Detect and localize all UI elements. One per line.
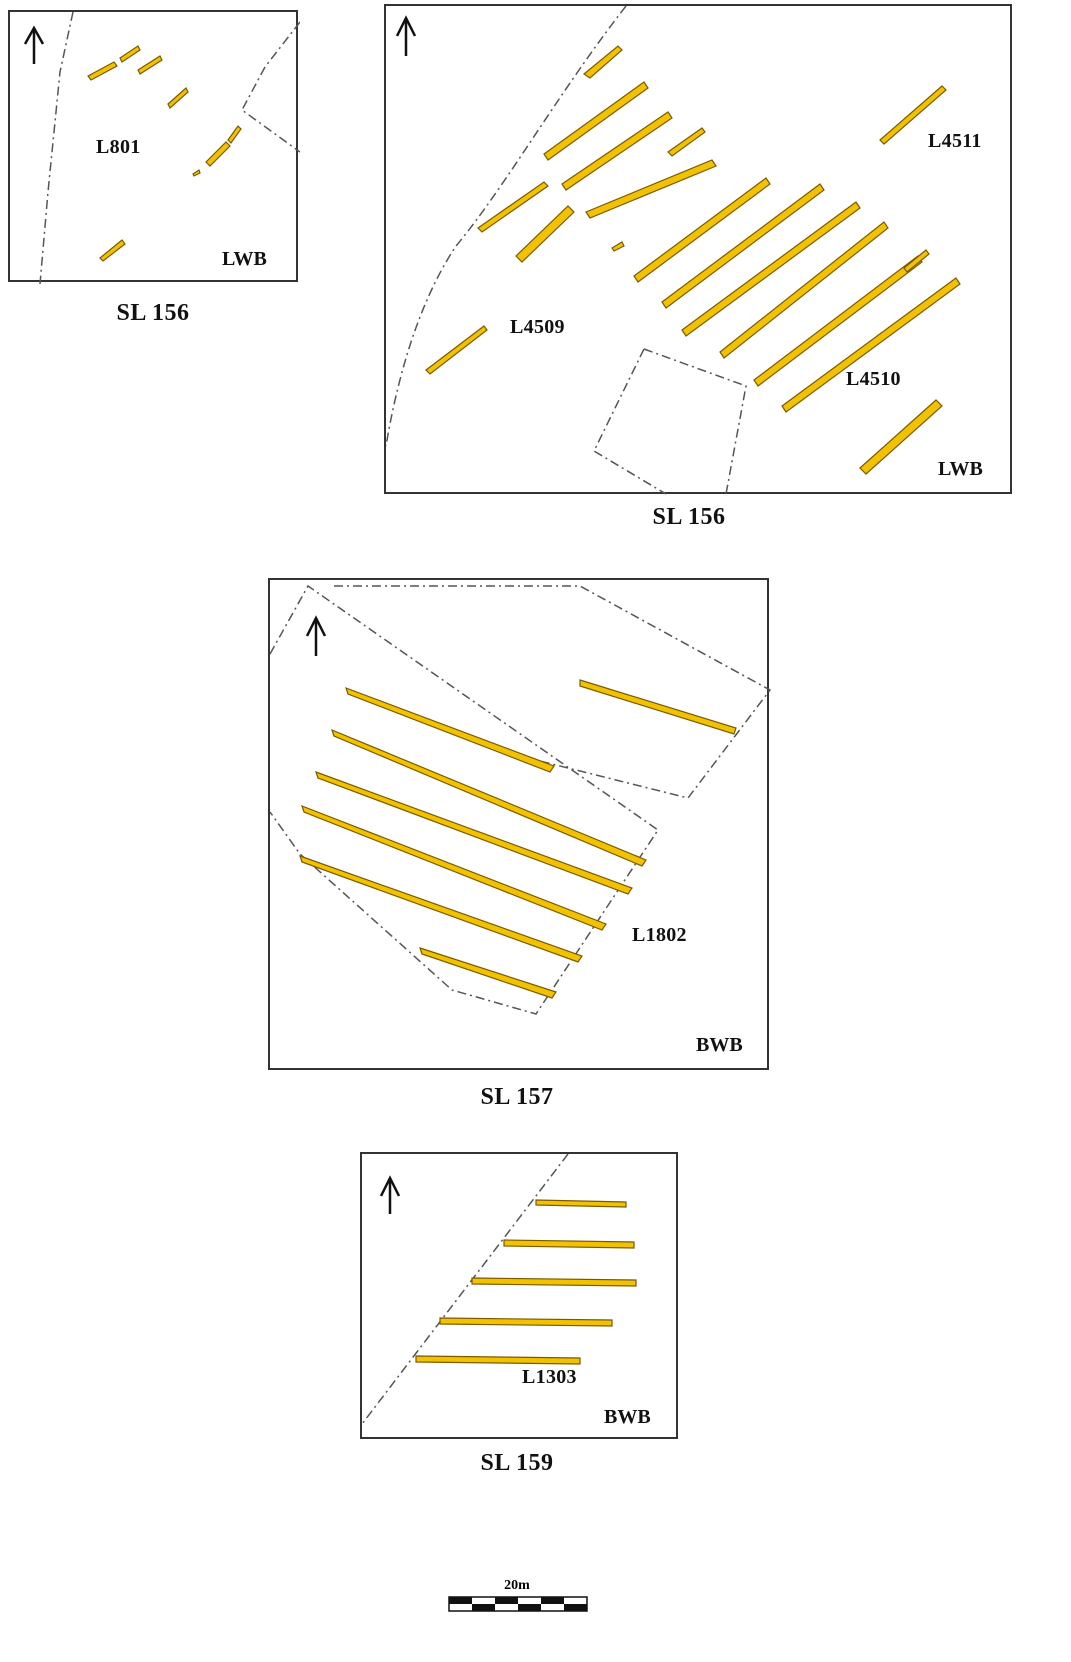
boundary-lines [270,584,771,1015]
wb-tag: BWB [696,1034,743,1056]
panel2-drawing [386,6,961,495]
caption-sl156-right: SL 156 [652,504,726,530]
scale-label: 20m [504,1578,530,1593]
series-label-l4511: L4511 [928,130,982,152]
panel4-drawing [362,1154,637,1425]
panels-tracks [299,679,737,999]
north-arrow-icon [23,25,45,64]
panels-tracks [425,45,961,475]
wb-tag: LWB [938,458,983,480]
series-label-l801: L801 [96,136,141,158]
wb-tag: BWB [604,1406,651,1428]
boundary-lines [386,6,747,495]
north-arrow-icon [305,615,327,656]
panel1-drawing [23,12,300,284]
caption-sl157: SL 157 [480,1084,554,1110]
north-arrow-icon [379,1175,401,1214]
series-label-l1802: L1802 [632,924,687,946]
wb-tag: LWB [222,248,267,270]
panels-tracks [87,45,242,262]
series-label-l4509: L4509 [510,316,565,338]
panel-sl157-l1802: L1802 BWB [268,578,771,1070]
series-label-l1303: L1303 [522,1366,577,1388]
caption-sl156-left: SL 156 [116,300,190,326]
panels-tracks [415,1199,637,1365]
panel-sl156-l4509: L4511 L4509 L4510 LWB [384,4,1012,495]
north-arrow-icon [395,15,417,56]
boundary-lines [39,12,300,284]
scale-bar [448,1596,588,1612]
panel3-drawing [270,584,771,1015]
series-label-l4510: L4510 [846,368,901,390]
caption-sl159: SL 159 [480,1450,554,1476]
panel-sl156-l801: L801 LWB [8,10,300,284]
panel-sl159-l1303: L1303 BWB [360,1152,678,1439]
